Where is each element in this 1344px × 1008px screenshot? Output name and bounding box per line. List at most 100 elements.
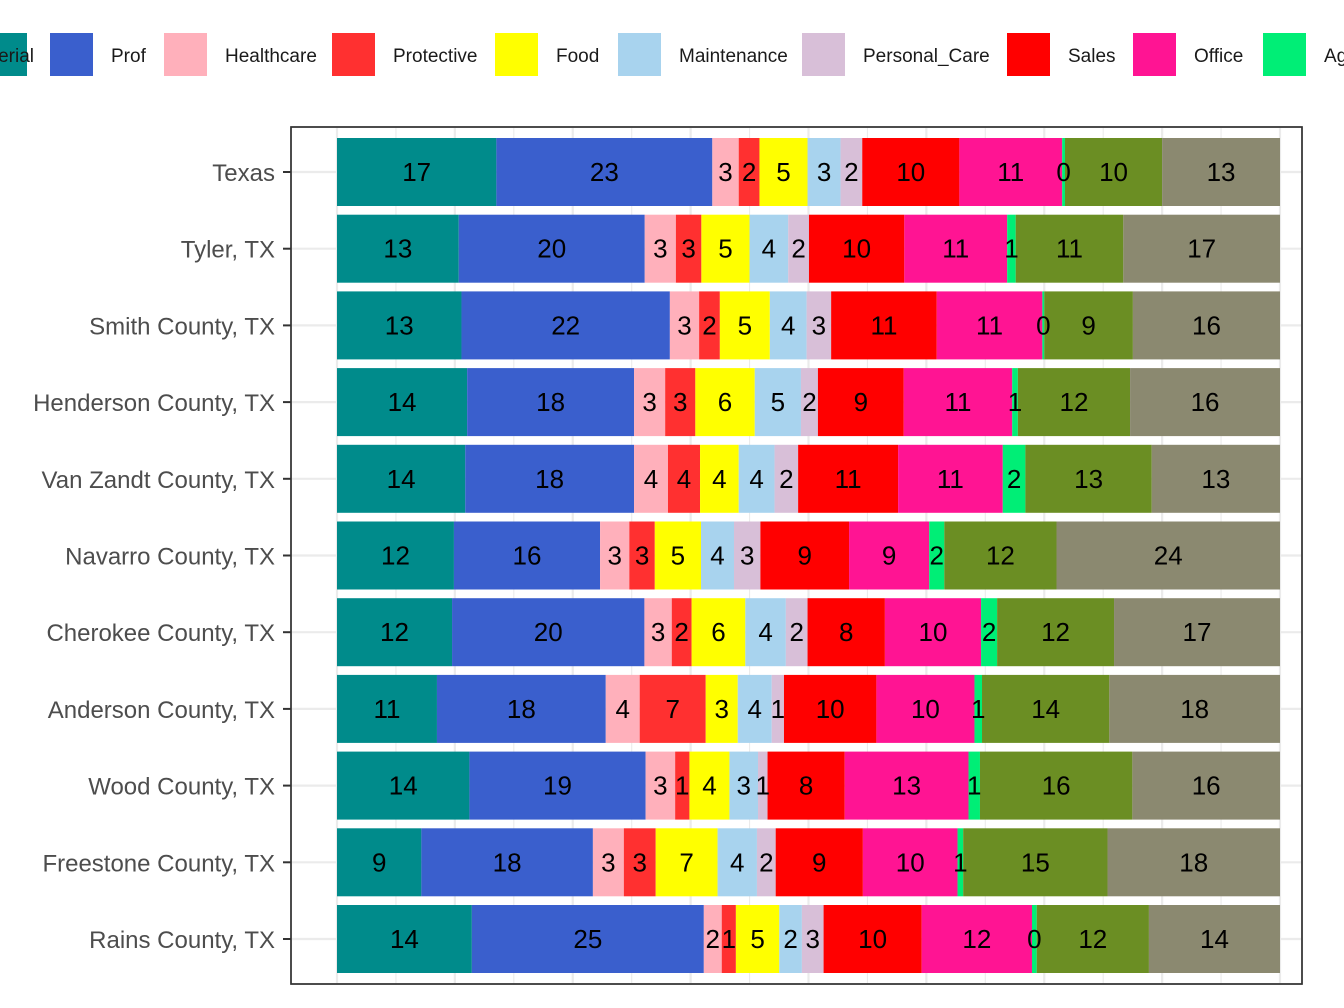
bar-segment <box>337 138 497 206</box>
bar-value-label: 9 <box>797 541 811 571</box>
bar-value-label: 11 <box>373 694 400 724</box>
bar-segment <box>1148 905 1280 973</box>
bar-value-label: 11 <box>976 310 1003 340</box>
bar-value-label: 10 <box>816 694 845 724</box>
bar-segment <box>337 674 437 743</box>
bar-value-label: 18 <box>1180 694 1209 724</box>
bar-value-label: 4 <box>730 847 744 877</box>
bar-value-label: 5 <box>718 234 732 264</box>
bar-value-label: 4 <box>712 464 726 494</box>
bar-segment <box>689 751 730 820</box>
bar-value-label: 3 <box>642 387 656 417</box>
bar-segment <box>785 598 808 667</box>
bar-value-label: 2 <box>982 617 996 647</box>
bar-value-label: 17 <box>1183 617 1212 647</box>
bar-segment <box>644 598 672 667</box>
bar-value-label: 0 <box>1027 924 1041 954</box>
y-tick-label: Cherokee County, TX <box>46 620 275 647</box>
bar-value-label: 13 <box>892 771 921 801</box>
bar-value-label: 10 <box>1099 157 1128 187</box>
bar-segment <box>719 291 770 360</box>
bar-segment <box>712 138 739 206</box>
bar-value-label: 3 <box>718 157 732 187</box>
bar-segment <box>849 521 930 590</box>
bar-segment <box>754 368 801 437</box>
bar-value-label: 10 <box>896 157 925 187</box>
bar-value-label: 4 <box>702 771 716 801</box>
bar-value-label: 14 <box>389 771 418 801</box>
bar-segment <box>1031 905 1037 973</box>
bar-segment <box>461 291 670 360</box>
bar-segment <box>758 751 768 820</box>
bar-segment <box>639 674 706 743</box>
bar-value-label: 10 <box>858 924 887 954</box>
bar-value-label: 10 <box>842 234 871 264</box>
bar-segment <box>801 905 824 973</box>
bars <box>337 138 1280 973</box>
bar-value-label: 2 <box>791 234 805 264</box>
bar-value-label: 11 <box>835 464 862 494</box>
bar-segment <box>817 368 904 437</box>
bar-segment <box>691 598 746 667</box>
bar-segment <box>759 138 808 206</box>
bar-value-label: 12 <box>380 617 409 647</box>
bar-value-label: 5 <box>750 924 764 954</box>
bar-value-label: 4 <box>749 464 763 494</box>
bar-segment <box>774 444 799 513</box>
bar-segment <box>1064 138 1163 206</box>
bar-segment <box>997 598 1115 667</box>
bar-value-label: 2 <box>674 617 688 647</box>
bar-segment <box>936 291 1043 360</box>
bar-segment <box>421 828 593 897</box>
bar-value-label: 3 <box>607 541 621 571</box>
bar-segment <box>645 751 676 820</box>
bar-segment <box>471 905 704 973</box>
bar-segment <box>974 674 983 743</box>
bar-segment <box>831 291 937 360</box>
bar-segment <box>844 751 969 820</box>
bar-segment <box>337 828 422 897</box>
y-tick-label: Freestone County, TX <box>42 850 275 877</box>
bar-segment <box>605 674 640 743</box>
bar-value-label: 13 <box>1207 157 1236 187</box>
y-tick-label: Wood County, TX <box>88 774 275 801</box>
bar-value-label: 8 <box>799 771 813 801</box>
bar-value-label: 3 <box>740 541 754 571</box>
bar-value-label: 15 <box>1021 847 1050 877</box>
bar-segment <box>337 905 472 973</box>
legend-label: erial <box>0 46 34 67</box>
bar-segment <box>738 138 760 206</box>
legend-swatch <box>0 33 27 76</box>
bar-value-label: 11 <box>1056 234 1083 264</box>
bar-segment <box>1162 138 1280 206</box>
bar-value-label: 10 <box>896 847 925 877</box>
bar-segment <box>963 828 1108 897</box>
bar-value-label: 5 <box>738 310 752 340</box>
bar-value-label: 0 <box>1036 310 1050 340</box>
bar-segment <box>749 214 789 283</box>
bar-segment <box>904 214 1008 283</box>
bar-value-label: 3 <box>653 234 667 264</box>
legend-swatch <box>332 33 375 76</box>
bar-value-label: 4 <box>677 464 691 494</box>
bar-value-label: 12 <box>962 924 991 954</box>
bar-value-label: 1 <box>953 847 967 877</box>
bar-value-label: 4 <box>644 464 658 494</box>
bar-segment <box>959 138 1063 206</box>
bar-value-label: 3 <box>633 847 647 877</box>
plot-panel-frame <box>290 126 1303 985</box>
bar-value-label: 5 <box>771 387 785 417</box>
bar-value-label: 1 <box>756 771 770 801</box>
bar-value-label: 12 <box>1059 387 1088 417</box>
bar-value-label: 2 <box>742 157 756 187</box>
bar-segment <box>903 368 1013 437</box>
bar-segment <box>453 521 601 590</box>
bar-value-label: 9 <box>812 847 826 877</box>
legend-swatch <box>1263 33 1306 76</box>
bar-value-label: 12 <box>1078 924 1107 954</box>
bar-value-label: 1 <box>1004 234 1018 264</box>
bar-value-label: 12 <box>1041 617 1070 647</box>
bar-segment <box>788 214 809 283</box>
bar-value-label: 11 <box>997 157 1024 187</box>
